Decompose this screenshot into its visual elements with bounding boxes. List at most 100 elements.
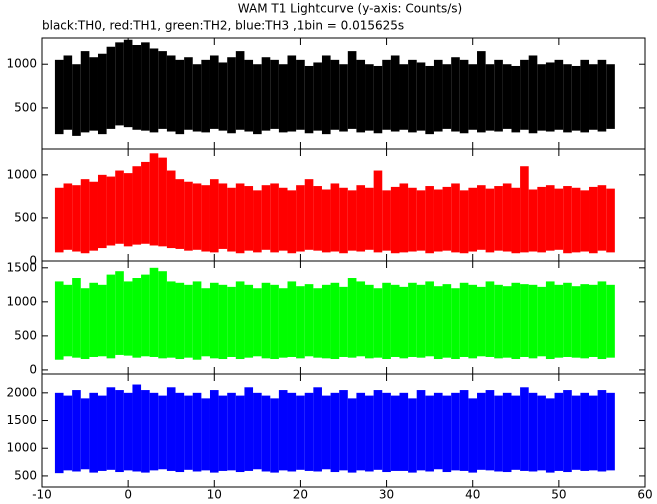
range-bar xyxy=(459,59,469,134)
range-bar xyxy=(158,51,167,129)
range-bar xyxy=(244,59,254,132)
range-bar xyxy=(261,185,271,250)
range-bar xyxy=(321,395,331,470)
range-bar xyxy=(304,392,314,471)
range-bar xyxy=(261,282,271,359)
range-bar xyxy=(356,392,366,471)
range-bar xyxy=(313,288,322,358)
range-bar xyxy=(63,55,73,130)
y-tick-label: 500 xyxy=(14,468,37,482)
range-bar xyxy=(416,284,426,358)
range-bar xyxy=(382,282,391,360)
range-bar xyxy=(433,286,443,360)
range-bar xyxy=(54,187,64,253)
range-bar xyxy=(545,185,555,251)
range-bar xyxy=(192,281,202,360)
range-bar xyxy=(589,186,598,254)
range-bar xyxy=(347,51,357,129)
range-bar xyxy=(72,390,81,472)
range-bar xyxy=(97,53,107,135)
range-bar xyxy=(166,170,176,249)
range-bar xyxy=(175,179,185,249)
y-tick-label: 500 xyxy=(14,100,37,114)
range-bar xyxy=(209,390,219,473)
y-tick-label: 0 xyxy=(29,362,37,376)
range-bar xyxy=(132,166,142,245)
range-bar xyxy=(537,186,546,253)
range-bar xyxy=(227,187,236,252)
range-bar xyxy=(563,186,572,254)
range-bar xyxy=(106,176,116,246)
range-bar xyxy=(218,284,228,360)
range-bar xyxy=(597,281,607,360)
range-bar xyxy=(390,186,400,254)
range-bar xyxy=(459,282,469,357)
range-bar xyxy=(184,395,193,470)
range-bar xyxy=(54,392,64,474)
x-tick-label: -10 xyxy=(32,488,52,502)
y-tick-label: 1000 xyxy=(6,167,37,181)
range-bar xyxy=(253,190,262,253)
range-bar xyxy=(227,392,236,471)
y-tick-label: 1000 xyxy=(6,294,37,308)
range-bar xyxy=(278,187,288,251)
range-bar xyxy=(502,64,512,129)
y-tick-label: 1500 xyxy=(6,260,37,274)
x-tick-label: 60 xyxy=(637,488,652,502)
range-bar xyxy=(597,59,607,132)
range-bar xyxy=(132,278,142,358)
range-bar xyxy=(339,390,348,471)
range-bar xyxy=(390,395,400,471)
range-bar xyxy=(485,281,495,357)
range-bar xyxy=(115,271,124,355)
range-bar xyxy=(563,390,572,473)
range-bar xyxy=(321,55,331,135)
range-bar xyxy=(278,288,288,358)
range-bar xyxy=(554,188,564,250)
range-bar xyxy=(235,281,245,360)
range-bar xyxy=(313,387,322,472)
range-bar xyxy=(520,166,529,253)
range-bar xyxy=(123,39,133,128)
range-bar xyxy=(158,395,167,470)
range-bar xyxy=(235,183,245,254)
range-bar xyxy=(589,395,598,471)
range-bar xyxy=(149,392,159,471)
range-bar xyxy=(606,188,615,253)
range-bar xyxy=(606,392,615,471)
range-bar xyxy=(365,284,374,359)
range-bar xyxy=(606,64,615,129)
range-bar xyxy=(201,398,210,471)
x-tick-label: 50 xyxy=(551,488,566,502)
range-bar xyxy=(511,282,521,360)
range-bar xyxy=(54,281,64,360)
range-bar xyxy=(459,190,469,254)
range-bar xyxy=(270,183,279,253)
panel-frame xyxy=(41,373,646,488)
range-bar xyxy=(416,62,426,131)
range-bar xyxy=(520,387,529,471)
y-tick-label: 0 xyxy=(29,254,37,268)
range-bar xyxy=(408,398,417,473)
range-bar xyxy=(451,183,460,253)
range-bar xyxy=(321,189,331,253)
range-bar xyxy=(166,281,176,358)
range-bar xyxy=(425,281,434,357)
range-bar xyxy=(270,59,279,129)
range-bar xyxy=(339,64,348,132)
range-bar xyxy=(132,44,142,130)
range-bar xyxy=(390,55,400,132)
range-bar xyxy=(373,390,383,470)
range-bar xyxy=(597,185,607,251)
range-bar xyxy=(253,288,262,357)
y-tick-label: 500 xyxy=(14,210,37,224)
range-bar xyxy=(106,46,116,129)
range-bar xyxy=(184,284,193,358)
range-bar xyxy=(330,183,340,252)
range-bar xyxy=(321,284,331,359)
range-bar xyxy=(365,64,374,131)
range-bar xyxy=(141,42,150,131)
range-bar xyxy=(270,398,279,473)
range-bar xyxy=(416,390,426,471)
range-bar xyxy=(218,395,228,471)
